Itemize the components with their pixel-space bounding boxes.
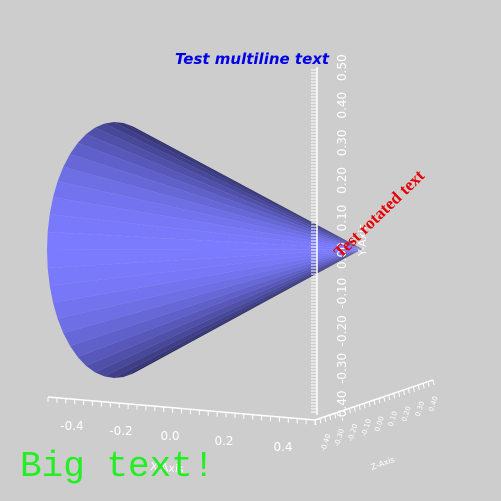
z-axis-tick-label: 0.40 <box>427 395 439 412</box>
z-axis-tick <box>398 391 401 397</box>
cone-facet <box>113 249 362 378</box>
cone-facet <box>47 214 363 249</box>
z-axis-tick <box>363 403 366 409</box>
cone-facet <box>132 249 362 374</box>
cone-facet <box>123 249 362 377</box>
cone-facet <box>49 197 363 249</box>
cone-facet <box>57 249 362 334</box>
cone-facet <box>57 166 362 249</box>
y-axis-tick-label: -0.40 <box>335 390 349 421</box>
cone-facet <box>95 123 362 249</box>
cone-facet <box>63 249 362 347</box>
cone-facet <box>77 249 362 366</box>
z-axis-tick-label: 0.10 <box>387 410 399 427</box>
z-axis-tick <box>388 394 391 401</box>
z-axis-tick <box>348 408 351 414</box>
z-axis-tick-label: -0.30 <box>333 428 346 448</box>
z-axis-tick-label: 0.30 <box>414 400 426 417</box>
y-axis-tick-label: -0.20 <box>335 315 349 346</box>
z-axis-tick <box>314 419 317 426</box>
x-axis-title: X-Axis <box>150 460 185 476</box>
y-axis: -0.40 -0.30 -0.20 -0.10 0.00 0.10 0.20 0.30 0.40… <box>311 54 369 422</box>
cone-facet <box>77 134 362 249</box>
cone-facet <box>86 249 363 373</box>
z-axis-tick <box>407 388 410 394</box>
z-axis-tick <box>368 401 371 407</box>
z-axis-tick <box>339 411 342 417</box>
z-axis-tick <box>373 399 376 406</box>
cone-facet <box>63 153 362 249</box>
z-axis-tick <box>324 416 327 422</box>
cone-facet <box>86 127 363 249</box>
y-axis-tick-label: 0.10 <box>335 205 349 232</box>
cone-facet <box>104 249 363 378</box>
z-axis-tick <box>319 418 322 424</box>
x-axis-tick-label: -0.2 <box>109 424 132 438</box>
z-axis-tick <box>334 413 337 419</box>
z-axis-tick <box>417 384 420 391</box>
z-axis-tick-label: 0.20 <box>400 405 412 422</box>
big-text-label: Big text! <box>20 446 215 487</box>
z-axis: -0.40 -0.30 -0.20 -0.10 0.00 0.10 0.20 0.30 0.40… <box>314 379 440 472</box>
z-axis-tick <box>383 396 386 402</box>
y-axis-tick-label: 0.50 <box>335 54 349 81</box>
z-axis-tick <box>422 383 425 389</box>
cone-facet <box>49 249 363 303</box>
x-axis-tick-label: 0.4 <box>273 440 292 454</box>
multiline-text-label: Test multiline text <box>175 50 330 68</box>
y-axis-tick-label: -0.10 <box>335 278 349 309</box>
z-axis-tick <box>344 409 346 416</box>
z-axis-tick <box>393 393 396 399</box>
z-axis-tick-label: -0.10 <box>360 418 373 438</box>
cone-facet <box>95 249 362 377</box>
y-axis-tick-label: 0.30 <box>335 129 349 156</box>
y-axis-tick-label: -0.30 <box>335 353 349 384</box>
y-axis-tick-label: 0.20 <box>335 167 349 194</box>
z-axis-tick <box>329 414 332 421</box>
x-axis-tick-label: 0.2 <box>214 434 233 448</box>
z-axis-tick <box>432 379 435 386</box>
z-axis-tick <box>353 406 356 412</box>
cone-facet <box>47 249 362 269</box>
z-axis-tick-label: -0.20 <box>346 423 359 443</box>
cone-facet <box>47 231 362 250</box>
z-axis-tick <box>378 398 381 404</box>
z-axis-title: Z-Axis <box>370 455 396 472</box>
cone-facet <box>47 249 363 286</box>
cone-facet <box>53 181 362 249</box>
z-axis-tick <box>403 389 405 396</box>
y-axis-tick-label: 0.00 <box>335 242 349 269</box>
x-axis-tick-label: 0.0 <box>160 429 179 443</box>
cone-facet <box>70 142 362 249</box>
cone-facet <box>53 249 362 319</box>
cone-facet <box>70 249 362 358</box>
z-axis-tick-label: -0.40 <box>319 433 332 453</box>
y-axis-title: Y-Axis <box>356 224 369 257</box>
z-axis-tick <box>412 386 415 392</box>
cone-facet <box>123 123 362 249</box>
x-axis: -0.4 -0.2 0.0 0.2 0.4 X-Axis <box>47 396 316 476</box>
y-axis-tick-label: 0.40 <box>335 92 349 119</box>
z-axis-tick <box>358 404 361 411</box>
cone-mesh <box>47 122 363 378</box>
z-axis-tick-label: 0.00 <box>373 415 385 432</box>
z-axis-tick <box>427 381 430 387</box>
x-axis-tick-label: -0.4 <box>60 419 83 433</box>
cone-facet <box>104 122 363 249</box>
